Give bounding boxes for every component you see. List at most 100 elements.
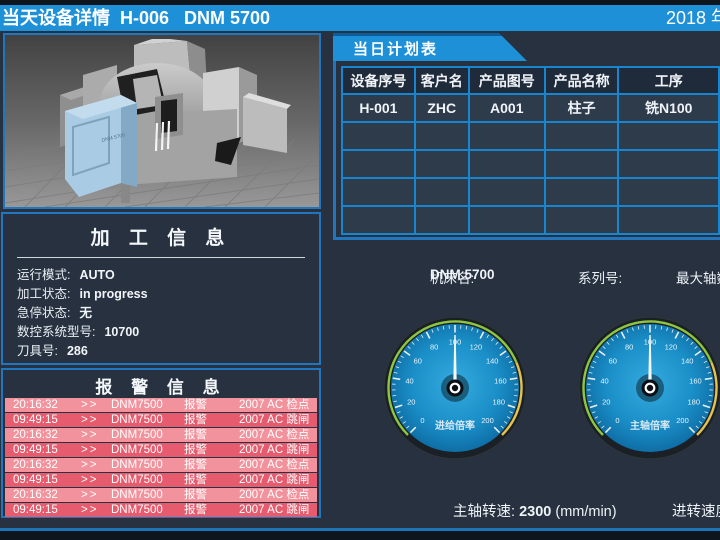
- alarm-row[interactable]: 09:49:15 >> DNM7500 报警 2007 AC 跳闸: [5, 443, 317, 457]
- alarm-type: 报警: [184, 429, 207, 441]
- alarm-arrow: >>: [81, 504, 99, 516]
- alarm-arrow: >>: [81, 459, 99, 471]
- alarm-type: 报警: [184, 444, 207, 456]
- svg-text:120: 120: [470, 343, 483, 352]
- table-header-row: 设备序号 客户名 产品图号 产品名称 工序: [341, 66, 720, 95]
- alarm-row[interactable]: 09:49:15 >> DNM7500 报警 2007 AC 跳闸: [5, 473, 317, 487]
- svg-text:160: 160: [689, 376, 702, 385]
- alarm-time: 09:49:15: [13, 414, 58, 426]
- svg-text:200: 200: [676, 416, 689, 425]
- alarm-row[interactable]: 20:16:32 >> DNM7500 报警 2007 AC 检点: [5, 398, 317, 412]
- table-row[interactable]: [341, 205, 720, 235]
- feed-override-gauge: 020406080100120140160180200 进给倍率: [383, 316, 527, 460]
- alarm-device: DNM7500: [111, 444, 163, 456]
- cell: [543, 205, 620, 235]
- alarm-type: 报警: [184, 399, 207, 411]
- table-row[interactable]: H-001 ZHC A001 柱子 铣N100: [341, 93, 720, 123]
- machine-name-line: 机床名: DNM 5700 系列号: 最大轴数: [330, 267, 720, 286]
- table-row[interactable]: [341, 177, 720, 207]
- page-title: 当天设备详情 H-006 DNM 5700: [2, 8, 271, 28]
- tab-daily-plan[interactable]: 当日计划表: [333, 33, 527, 61]
- max-axis-label: 最大轴数: [676, 271, 720, 286]
- alarm-type: 报警: [184, 504, 207, 516]
- cell: [341, 149, 416, 179]
- alarm-time: 20:16:32: [13, 489, 58, 501]
- field-label: 数控系统型号:: [17, 325, 96, 339]
- alarm-arrow: >>: [81, 489, 99, 501]
- alarm-row[interactable]: 20:16:32 >> DNM7500 报警 2007 AC 检点: [5, 488, 317, 502]
- cell: [617, 177, 720, 207]
- alarm-arrow: >>: [81, 414, 99, 426]
- field-value: 无: [79, 306, 92, 320]
- field-estop-status: 急停状态: 无: [3, 304, 319, 323]
- field-label: 运行模式:: [17, 268, 71, 282]
- alarm-row[interactable]: 20:16:32 >> DNM7500 报警 2007 AC 检点: [5, 458, 317, 472]
- alarm-row[interactable]: 20:16:32 >> DNM7500 报警 2007 AC 检点: [5, 428, 317, 442]
- alarm-detail: 2007 AC 检点: [239, 459, 310, 471]
- process-info-panel: 加 工 信 息 运行模式: AUTO 加工状态: in progress 急停状态:…: [1, 212, 321, 365]
- col-customer: 客户名: [413, 66, 470, 95]
- cell: [467, 177, 546, 207]
- alarm-list: 20:16:32 >> DNM7500 报警 2007 AC 检点 09:49:15 >>…: [5, 398, 317, 518]
- col-process: 工序: [617, 66, 720, 95]
- field-label: 加工状态:: [17, 287, 71, 301]
- field-tool-number: 刀具号: 286: [3, 342, 319, 361]
- cell: 铣N100: [617, 93, 720, 123]
- svg-text:20: 20: [602, 398, 610, 407]
- cell: A001: [467, 93, 546, 123]
- alarm-time: 20:16:32: [13, 459, 58, 471]
- alarm-type: 报警: [184, 489, 207, 501]
- alarm-detail: 2007 AC 跳闸: [239, 474, 310, 486]
- alarm-time: 09:49:15: [13, 444, 58, 456]
- alarm-detail: 2007 AC 检点: [239, 399, 310, 411]
- cell: 柱子: [543, 93, 620, 123]
- svg-text:40: 40: [600, 376, 608, 385]
- svg-text:0: 0: [615, 416, 619, 425]
- alarm-device: DNM7500: [111, 474, 163, 486]
- svg-text:120: 120: [665, 343, 678, 352]
- alarm-detail: 2007 AC 跳闸: [239, 444, 310, 456]
- alarm-info-title: 报 警 信 息: [95, 378, 227, 397]
- cell: [341, 121, 416, 151]
- alarm-type: 报警: [184, 414, 207, 426]
- machine-model-badge: DNM 5700: [101, 132, 126, 144]
- alarm-time: 20:16:32: [13, 429, 58, 441]
- alarm-device: DNM7500: [111, 414, 163, 426]
- alarm-type: 报警: [184, 459, 207, 471]
- alarm-detail: 2007 AC 跳闸: [239, 504, 310, 516]
- alarm-arrow: >>: [81, 444, 99, 456]
- process-info-title: 加 工 信 息: [90, 228, 232, 249]
- alarm-detail: 2007 AC 检点: [239, 489, 310, 501]
- cell: [543, 177, 620, 207]
- field-label: 刀具号:: [17, 344, 58, 358]
- alarm-row[interactable]: 09:49:15 >> DNM7500 报警 2007 AC 跳闸: [5, 503, 317, 517]
- col-product-drawing: 产品图号: [467, 66, 546, 95]
- field-value: AUTO: [79, 268, 115, 282]
- field-value: 10700: [104, 325, 140, 339]
- alarm-info-panel: 报 警 信 息 20:16:32 >> DNM7500 报警 2007 AC 检点 09…: [1, 368, 321, 518]
- svg-text:60: 60: [609, 356, 617, 365]
- svg-text:进给倍率: 进给倍率: [435, 419, 475, 432]
- alarm-device: DNM7500: [111, 489, 163, 501]
- header-date: 2018 年: [665, 8, 720, 28]
- table-row[interactable]: [341, 121, 720, 151]
- machine-name-value: DNM 5700: [430, 267, 495, 282]
- alarm-device: DNM7500: [111, 504, 163, 516]
- table-row[interactable]: [341, 149, 720, 179]
- svg-text:20: 20: [407, 398, 415, 407]
- cell: [413, 205, 470, 235]
- field-run-mode: 运行模式: AUTO: [3, 266, 319, 285]
- bottom-frame-strip: [0, 531, 720, 540]
- cell: [543, 121, 620, 151]
- svg-text:80: 80: [625, 343, 633, 352]
- cell: [341, 177, 416, 207]
- alarm-row[interactable]: 09:49:15 >> DNM7500 报警 2007 AC 跳闸: [5, 413, 317, 427]
- header-bar: 当天设备详情 H-006 DNM 5700 2018 年: [0, 5, 720, 31]
- spindle-speed-label: 主轴转速:: [453, 504, 516, 520]
- cell: [413, 177, 470, 207]
- svg-text:200: 200: [481, 416, 494, 425]
- cell: [413, 121, 470, 151]
- cell: [617, 121, 720, 151]
- field-value: in progress: [79, 287, 148, 301]
